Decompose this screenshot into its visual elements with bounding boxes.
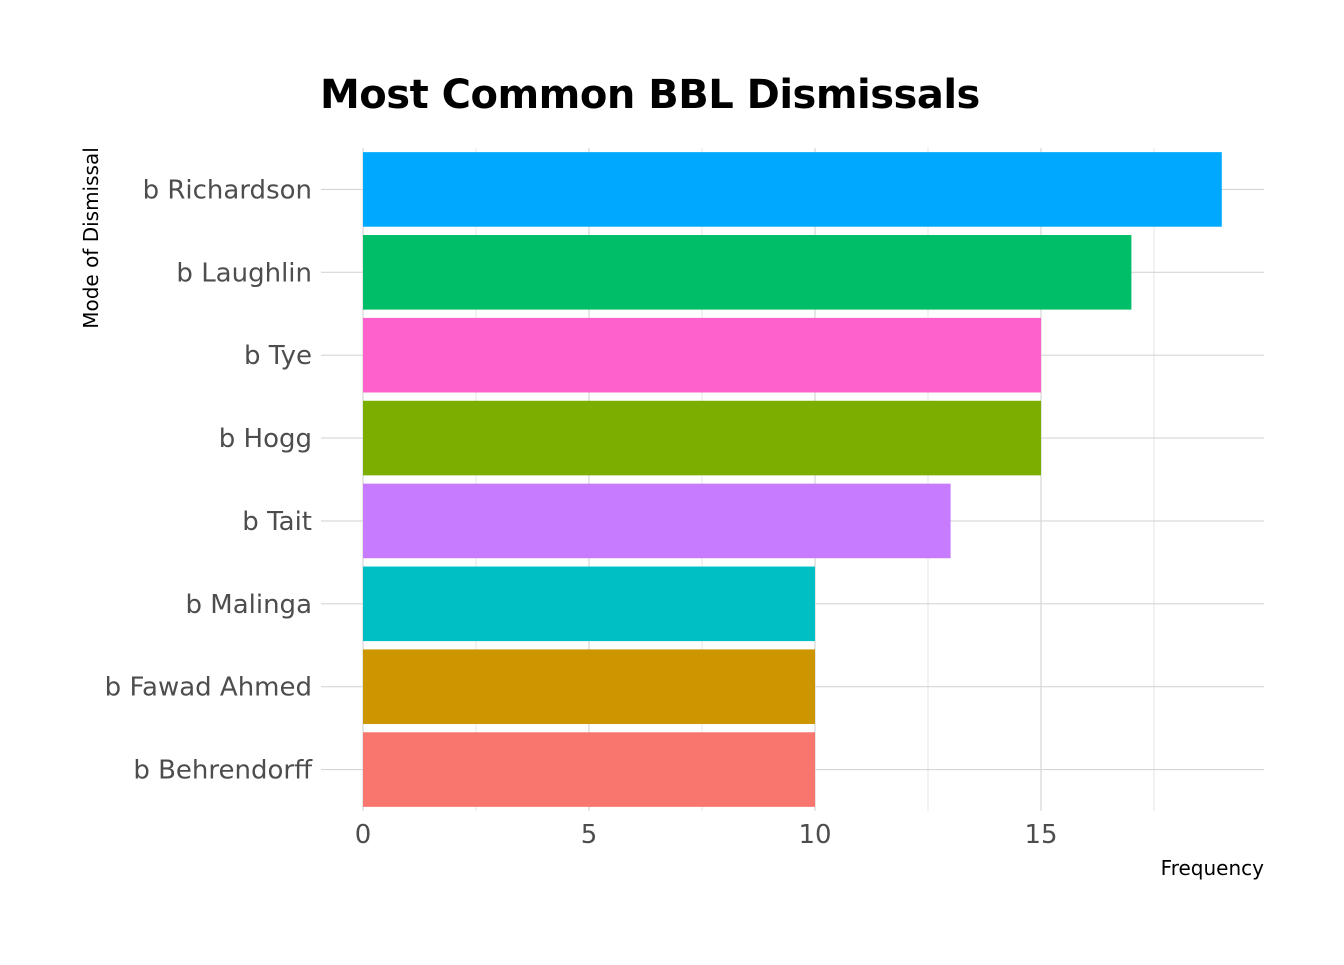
- y-tick-label: b Fawad Ahmed: [105, 673, 312, 703]
- bar: [363, 566, 815, 642]
- chart-title: Most Common BBL Dismissals: [320, 72, 980, 118]
- y-tick-label: b Tye: [244, 341, 312, 371]
- y-axis-title: Mode of Dismissal: [79, 147, 103, 329]
- bar: [363, 317, 1041, 393]
- y-tick-label: b Hogg: [219, 424, 312, 454]
- x-tick-label: 15: [1024, 820, 1057, 850]
- bar: [363, 483, 951, 559]
- bar: [363, 235, 1132, 310]
- y-tick-label: b Laughlin: [176, 258, 312, 288]
- bar: [363, 732, 815, 807]
- y-tick-label: b Tait: [242, 507, 312, 537]
- x-axis-title: Frequency: [1161, 856, 1264, 880]
- x-tick-label: 0: [355, 820, 372, 850]
- x-tick-label: 10: [798, 820, 831, 850]
- bars: [363, 152, 1222, 807]
- bar: [363, 400, 1041, 476]
- y-tick-label: b Richardson: [143, 175, 312, 205]
- bar: [363, 152, 1222, 227]
- y-tick-label: b Behrendorff: [133, 756, 313, 786]
- y-axis-labels: b Richardson b Laughlin b Tye b Hogg b Tait b…: [105, 175, 313, 785]
- x-axis-labels: 0 5 10 15: [355, 820, 1058, 850]
- y-tick-label: b Malinga: [186, 590, 313, 620]
- x-tick-label: 5: [581, 820, 598, 850]
- bar: [363, 649, 815, 724]
